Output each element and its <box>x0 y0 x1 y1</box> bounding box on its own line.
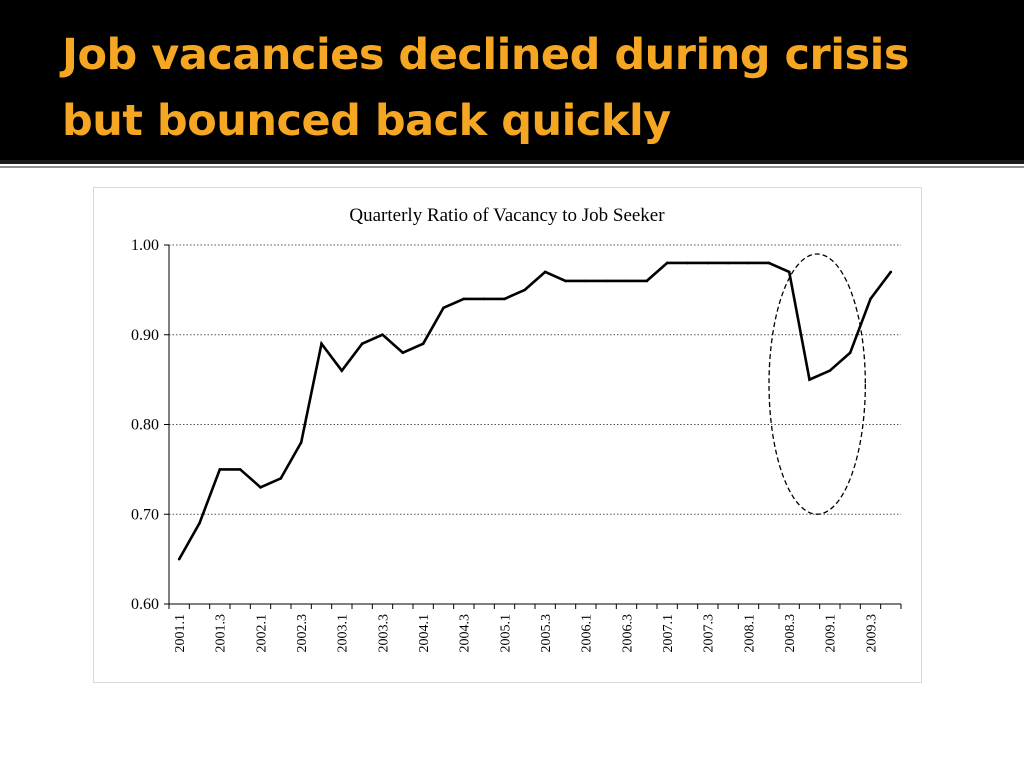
x-tick-label: 2008.1 <box>742 614 757 653</box>
data-point <box>665 261 669 265</box>
chart-title: Quarterly Ratio of Vacancy to Job Seeker <box>349 205 665 226</box>
x-tick-label: 2005.1 <box>498 614 513 653</box>
data-point <box>381 333 384 337</box>
y-tick-label: 1.00 <box>131 237 159 254</box>
x-tick-label: 2003.3 <box>376 614 391 653</box>
data-point <box>869 297 872 301</box>
data-point <box>564 279 567 283</box>
x-tick-label: 2006.1 <box>580 614 595 653</box>
line-chart: Quarterly Ratio of Vacancy to Job Seeker… <box>131 205 902 653</box>
data-point <box>462 297 466 301</box>
title-divider-dark <box>0 160 1024 164</box>
y-tick-label: 0.70 <box>131 506 159 523</box>
x-tick-label: 2006.3 <box>620 614 635 653</box>
data-point <box>543 270 547 274</box>
series-line-0 <box>178 261 892 560</box>
data-point <box>259 486 262 489</box>
data-point <box>198 521 201 525</box>
data-point <box>686 261 689 265</box>
data-point <box>503 297 506 301</box>
x-tick-label: 2007.3 <box>702 614 717 653</box>
chart-frame: Quarterly Ratio of Vacancy to Job Seeker… <box>93 187 922 683</box>
data-point <box>401 351 405 354</box>
data-point <box>706 261 710 265</box>
data-point <box>442 306 445 310</box>
data-point <box>848 351 852 354</box>
slide-title-line-2: but bounced back quickly <box>62 96 671 146</box>
slide-title: Job vacancies declined during crisis but… <box>62 22 909 154</box>
x-tick-label: 2009.3 <box>864 614 879 653</box>
data-point <box>177 557 181 561</box>
x-tick-label: 2005.3 <box>539 614 554 653</box>
data-point <box>482 297 486 301</box>
data-point <box>828 369 832 372</box>
x-tick-label: 2004.3 <box>458 614 473 653</box>
title-band: Job vacancies declined during crisis but… <box>0 0 1024 160</box>
data-point <box>747 261 750 265</box>
data-point <box>523 288 527 292</box>
data-point <box>767 261 771 265</box>
y-tick-label: 0.80 <box>131 417 159 434</box>
x-tick-label: 2001.3 <box>214 614 229 653</box>
data-point <box>787 270 791 274</box>
x-tick-label: 2007.1 <box>661 614 676 653</box>
x-tick-label: 2001.1 <box>173 614 188 653</box>
data-point <box>645 279 649 283</box>
data-point <box>218 468 222 471</box>
data-point <box>625 279 628 283</box>
data-point <box>320 342 323 346</box>
x-tick-label: 2009.1 <box>824 614 839 653</box>
slide-title-line-1: Job vacancies declined during crisis <box>62 30 909 80</box>
data-point <box>238 468 242 471</box>
data-point <box>340 369 344 372</box>
x-tick-label: 2004.1 <box>417 614 432 653</box>
data-point <box>808 378 811 381</box>
x-tick-label: 2002.1 <box>254 614 269 653</box>
x-tick-label: 2002.3 <box>295 614 310 653</box>
data-point <box>421 342 425 346</box>
data-point <box>299 441 303 444</box>
y-tick-label: 0.90 <box>131 327 159 344</box>
data-point <box>584 279 588 283</box>
data-point <box>279 477 283 480</box>
x-tick-label: 2008.3 <box>783 614 798 653</box>
data-point <box>604 279 608 283</box>
title-divider-light <box>0 166 1024 168</box>
data-point <box>360 342 364 346</box>
crisis-highlight-ellipse <box>768 253 866 515</box>
x-tick-label: 2003.1 <box>336 614 351 653</box>
y-tick-label: 0.60 <box>131 596 159 613</box>
data-point <box>726 261 730 265</box>
data-point <box>889 270 893 274</box>
